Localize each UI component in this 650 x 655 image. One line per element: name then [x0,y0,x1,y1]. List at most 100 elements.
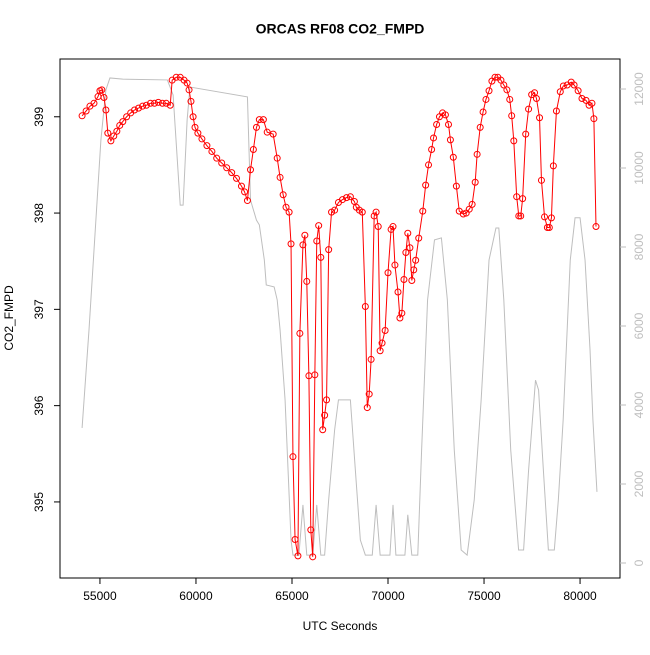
data-point [406,244,414,252]
data-point [119,118,127,126]
data-point [98,86,106,94]
x-tick-label: 60000 [179,589,213,603]
data-point [361,302,369,310]
data-point [213,154,221,162]
data-point [183,79,191,87]
x-tick-label: 55000 [83,589,117,603]
data-point [376,347,384,355]
data-point [323,396,331,404]
data-point [446,136,454,144]
data-point [441,111,449,119]
data-point [430,134,438,142]
data-point [249,146,257,154]
data-point [82,107,90,115]
data-point [363,404,371,412]
y-tick-label: 399 [32,106,46,126]
data-point [110,132,118,140]
data-point [100,94,108,102]
data-point [491,73,499,81]
data-point [146,99,154,107]
data-point [415,234,423,242]
data-point [479,108,487,116]
data-point [445,120,453,128]
data-point [162,99,170,107]
data-point [515,212,523,220]
data-point [381,327,389,335]
data-point [508,112,516,120]
data-point [289,453,297,461]
data-point [365,390,373,398]
data-point [433,120,441,128]
data-point [367,355,375,363]
data-point [476,123,484,131]
y2-tick-label: 10000 [632,151,646,185]
data-point [547,214,555,222]
data-point [104,129,112,137]
data-point [291,535,299,543]
data-point [123,113,131,121]
data-point [319,426,327,434]
data-point [252,123,260,131]
data-point [370,212,378,220]
data-point [218,159,226,167]
data-point [592,223,600,231]
data-point [513,193,521,201]
data-point [522,130,530,138]
data-point [273,154,281,162]
data-point [296,329,304,337]
data-point [189,113,197,121]
data-point [582,96,590,104]
data-point [532,94,540,102]
data-point [384,269,392,277]
data-point [570,81,578,89]
data-point [574,87,582,95]
data-point [338,196,346,204]
data-point [276,173,284,181]
data-point [139,102,147,110]
data-point [389,223,397,231]
data-point [468,200,476,208]
x-tick-label: 75000 [467,589,501,603]
data-point [241,188,249,196]
data-point [294,552,302,560]
data-point [449,153,457,161]
data-point [536,114,544,122]
data-point [459,210,467,218]
data-point [398,309,406,317]
data-point [372,208,380,216]
data-point [358,208,366,216]
data-point [510,137,518,145]
data-point [552,107,560,115]
data-point [191,123,199,131]
data-point [166,101,174,109]
data-point [208,147,216,155]
data-point [590,115,598,123]
data-point [412,256,420,264]
data-point [282,203,290,211]
data-point [131,106,139,114]
data-point [391,261,399,269]
data-point [255,116,263,124]
data-point [473,150,481,158]
data-point [198,135,206,143]
data-point [545,224,553,232]
y2-tick-label: 6000 [632,312,646,339]
data-point [543,224,551,232]
data-point [525,105,533,113]
y-tick-label: 398 [32,203,46,223]
data-point [154,98,162,106]
data-point [307,526,315,534]
y2-tick-label: 2000 [632,470,646,497]
data-point [142,101,150,109]
data-point [259,116,267,124]
data-point [396,314,404,322]
data-point [172,73,180,81]
data-point [185,86,193,94]
data-point [135,104,143,112]
data-point [374,223,382,231]
data-point [517,212,525,220]
x-tick-label: 80000 [563,589,597,603]
data-point [425,161,433,169]
data-point [519,195,527,203]
